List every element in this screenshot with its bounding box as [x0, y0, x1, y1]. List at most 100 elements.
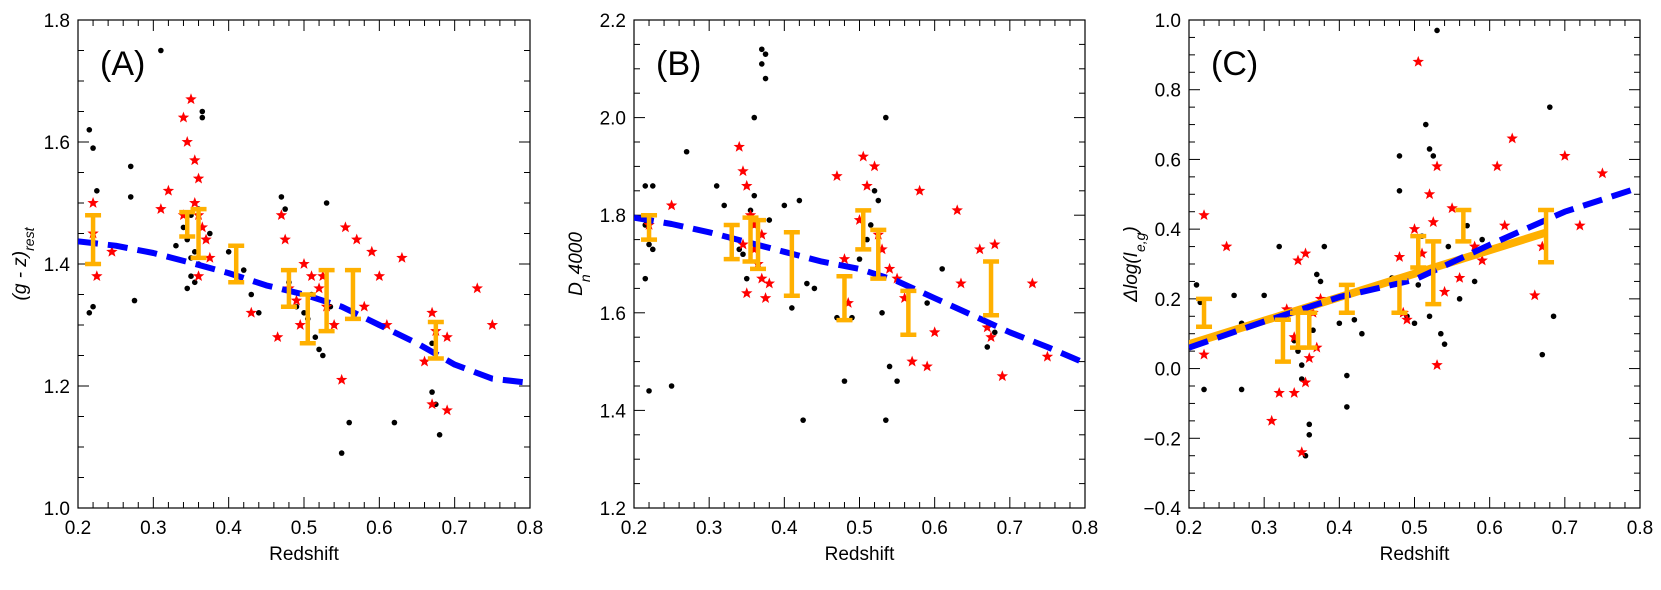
binned-error-bar: [1301, 310, 1318, 350]
black-point: [173, 242, 179, 249]
red-star-point: [1273, 386, 1285, 398]
red-star-point: [974, 243, 986, 255]
black-point: [1539, 351, 1546, 358]
red-star-point: [106, 245, 118, 257]
red-star-point: [275, 209, 288, 221]
y-tick-label: 2.0: [600, 109, 626, 130]
red-star-point: [1220, 240, 1233, 252]
red-star-point: [913, 184, 926, 196]
y-tick-label: 1.2: [600, 499, 626, 520]
plot-frame: [633, 19, 1086, 509]
black-point: [1422, 121, 1429, 128]
black-point: [1547, 104, 1553, 110]
red-star-point: [1288, 331, 1300, 343]
panel-label: (B): [656, 45, 701, 83]
black-point: [894, 378, 900, 384]
binned-error-bar: [427, 319, 444, 361]
y-label-main: Δlog(I: [1121, 251, 1142, 302]
black-point: [721, 202, 727, 209]
red-star-point: [1438, 285, 1451, 297]
black-point: [1396, 153, 1403, 159]
y-tick-label: 1.0: [44, 499, 70, 520]
panel-c: 0.2 0.3 0.4 0.5 0.6 0.7 0.8 −0.4 −0.2 0.0 0.2 0.4 0.…: [1121, 11, 1653, 565]
black-point: [338, 450, 345, 456]
black-point: [781, 202, 788, 209]
model-dashed-curve: [634, 214, 1085, 366]
red-star-point: [328, 319, 340, 330]
red-star-point: [838, 253, 851, 264]
red-star-point: [471, 282, 483, 294]
red-star-point: [1476, 254, 1488, 266]
red-star-point: [857, 150, 869, 162]
y-label-main: (g - z): [10, 251, 31, 301]
y-axis-label: Dn4000: [566, 232, 593, 296]
binned-error-bar: [983, 259, 1000, 318]
binned-error-bar: [836, 273, 853, 323]
black-point: [191, 279, 198, 286]
black-point: [1441, 341, 1448, 347]
red-star-point: [181, 136, 193, 147]
black-point: [1396, 188, 1403, 194]
red-star-point: [1431, 160, 1443, 172]
x-tick-label: 0.2: [1176, 518, 1202, 539]
black-point: [751, 192, 758, 199]
black-point: [1411, 320, 1418, 327]
black-point: [751, 114, 758, 121]
black-point: [158, 47, 164, 54]
y-axis-label: Δlog(Ie,g): [1121, 226, 1148, 303]
black-point: [94, 188, 100, 194]
y-tick-label: 0.2: [1155, 290, 1181, 311]
red-star-point: [1041, 350, 1054, 362]
black-point: [1298, 362, 1305, 368]
y-label-subscript: n: [577, 274, 593, 282]
black-point: [1306, 432, 1313, 438]
binned-error-bar: [783, 230, 800, 298]
red-star-point: [876, 243, 888, 255]
black-point: [1193, 282, 1200, 288]
red-star-point: [162, 184, 175, 196]
black-point: [86, 310, 93, 316]
red-star-point: [1491, 160, 1503, 172]
red-star-point: [366, 245, 378, 257]
red-star-point: [763, 277, 776, 289]
red-star-point: [898, 292, 911, 304]
x-tick-label: 0.2: [65, 518, 91, 539]
binned-error-bar: [1455, 207, 1472, 244]
black-point: [762, 51, 769, 57]
red-star-point: [1574, 219, 1586, 231]
black-point: [199, 108, 206, 115]
red-star-point: [381, 319, 393, 330]
black-point: [1276, 243, 1282, 250]
red-star-point: [842, 297, 854, 308]
black-point: [668, 383, 675, 389]
black-point: [875, 197, 882, 204]
y-tick-label: 1.6: [600, 304, 626, 325]
x-tick-label: 0.4: [771, 518, 798, 539]
x-tick-label: 0.5: [1401, 518, 1427, 539]
red-star-point: [358, 300, 370, 312]
panel-label: (C): [1211, 45, 1258, 83]
binned-error-bar: [1391, 275, 1408, 316]
x-tick-label: 0.7: [1552, 518, 1578, 539]
black-point: [316, 346, 322, 353]
red-star-point: [756, 228, 768, 240]
y-tick-label: 0.6: [1155, 150, 1181, 171]
red-star-point: [426, 398, 438, 410]
red-star-point: [989, 238, 1001, 250]
black-point: [1426, 313, 1433, 320]
red-star-point: [741, 287, 753, 299]
black-point: [1438, 330, 1444, 337]
black-point: [867, 222, 874, 228]
red-star-point: [305, 270, 318, 282]
red-star-point: [1198, 348, 1210, 360]
red-star-point: [1498, 219, 1511, 231]
black-point: [1430, 153, 1437, 159]
black-point: [312, 334, 319, 341]
binned-error-bar: [750, 217, 767, 272]
panel-b: 0.2 0.3 0.4 0.5 0.6 0.7 0.8 1.2 1.4 1.6 1.8 2.0 2.2 R…: [566, 11, 1098, 565]
x-tick-label: 0.3: [1251, 518, 1277, 539]
black-point: [184, 285, 191, 292]
binned-error-bar: [1274, 317, 1291, 364]
black-point: [1445, 243, 1452, 250]
black-point: [1306, 421, 1313, 428]
